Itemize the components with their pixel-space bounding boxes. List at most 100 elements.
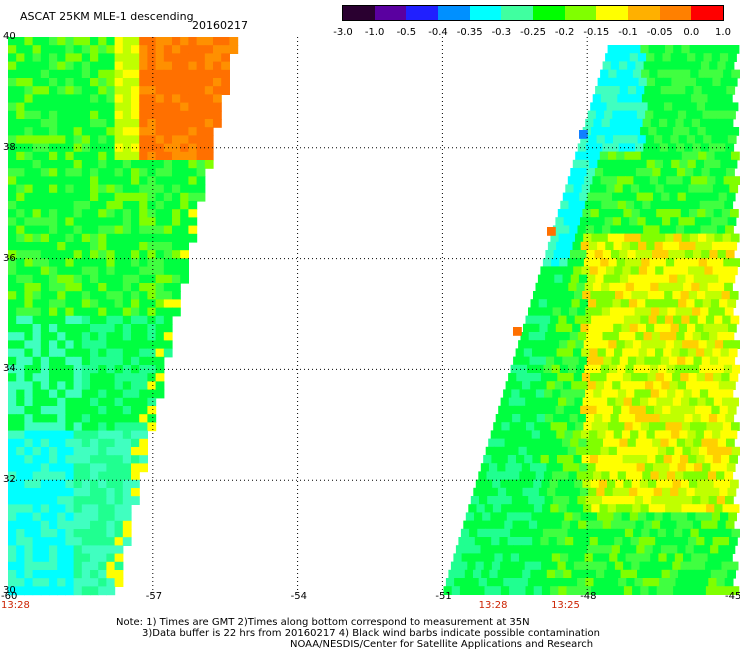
wind-cell [648, 315, 658, 325]
wind-cell [90, 381, 99, 391]
wind-cell [730, 315, 740, 325]
wind-cell [586, 520, 596, 530]
wind-cell [593, 307, 603, 317]
wind-cell [568, 553, 577, 563]
wind-cell [180, 61, 189, 71]
wind-cell [589, 348, 599, 358]
wind-cell [16, 201, 25, 210]
wind-cell [131, 307, 140, 317]
wind-cell [49, 389, 58, 399]
wind-cell [122, 397, 132, 407]
wind-cell [204, 69, 214, 79]
wind-cell [542, 504, 551, 513]
wind-cell [24, 250, 34, 259]
wind-cell [204, 78, 214, 87]
wind-cell [705, 291, 714, 300]
wind-cell [131, 389, 140, 399]
wind-cell [607, 586, 617, 595]
wind-cell [40, 119, 50, 128]
wind-cell [518, 528, 528, 538]
wind-cell [122, 225, 132, 235]
wind-cell [589, 184, 599, 194]
wind-cell [643, 496, 652, 505]
wind-cell [685, 463, 695, 472]
wind-cell [621, 53, 631, 62]
wind-cell [57, 365, 66, 374]
wind-cell [629, 53, 639, 62]
wind-cell [636, 463, 646, 472]
wind-cell [163, 217, 173, 227]
wind-cell [707, 553, 717, 563]
wind-cell [16, 299, 25, 309]
wind-cell [640, 127, 649, 136]
wind-cell [600, 69, 609, 79]
wind-cell [40, 201, 50, 210]
wind-cell [608, 422, 617, 431]
wind-cell [649, 69, 659, 79]
wind-cell [90, 496, 99, 505]
wind-cell [139, 69, 148, 79]
wind-cell [674, 553, 684, 563]
wind-cell [172, 61, 181, 71]
wind-cell [607, 233, 617, 243]
wind-cell [131, 61, 140, 71]
wind-cell [708, 143, 718, 153]
wind-cell [147, 250, 157, 259]
wind-cell [718, 192, 728, 202]
wind-cell [566, 479, 575, 489]
wind-cell [535, 364, 544, 374]
wind-cell [106, 545, 116, 555]
wind-cell [98, 422, 107, 432]
wind-cell [729, 266, 738, 276]
wind-cell [623, 397, 633, 407]
wind-cell [188, 176, 198, 186]
wind-cell [706, 151, 716, 161]
wind-cell [685, 274, 695, 284]
wind-cell [501, 422, 511, 431]
wind-cell [658, 471, 668, 481]
wind-cell [40, 447, 50, 456]
wind-cell [657, 258, 667, 267]
wind-cell [671, 348, 681, 358]
wind-cell [722, 315, 732, 325]
wind-cell [660, 250, 669, 259]
wind-cell [8, 438, 17, 448]
wind-cell [147, 242, 157, 251]
wind-cell [569, 414, 579, 423]
wind-cell [106, 422, 116, 432]
wind-cell [57, 561, 66, 571]
wind-cell [81, 365, 91, 374]
wind-cell [690, 258, 700, 267]
wind-cell [73, 110, 83, 120]
wind-cell [131, 69, 140, 79]
wind-cell [667, 414, 677, 423]
wind-cell [90, 135, 99, 145]
wind-cell [131, 192, 140, 202]
wind-cell [637, 487, 647, 497]
wind-cell [672, 127, 682, 136]
wind-cell [729, 561, 739, 571]
wind-cell [155, 315, 165, 325]
wind-cell [546, 381, 556, 390]
wind-cell [106, 176, 116, 186]
wind-cell [568, 389, 578, 399]
wind-cell [616, 340, 626, 349]
colorbar-tick-label: -0.5 [396, 27, 417, 38]
wind-cell [470, 496, 480, 505]
wind-cell [155, 86, 165, 95]
wind-cell [638, 512, 647, 522]
wind-cell [596, 405, 606, 415]
wind-cell [131, 53, 140, 63]
wind-cell [488, 438, 497, 448]
wind-cell [565, 291, 575, 300]
wind-cell [65, 258, 75, 268]
wind-cell [680, 291, 690, 300]
wind-cell [586, 250, 596, 259]
wind-cell [155, 209, 165, 218]
wind-cell [590, 209, 600, 218]
wind-cell [57, 332, 66, 341]
wind-cell [678, 53, 688, 62]
wind-cell [609, 389, 619, 399]
wind-cell [40, 430, 50, 440]
wind-cell [694, 192, 703, 202]
